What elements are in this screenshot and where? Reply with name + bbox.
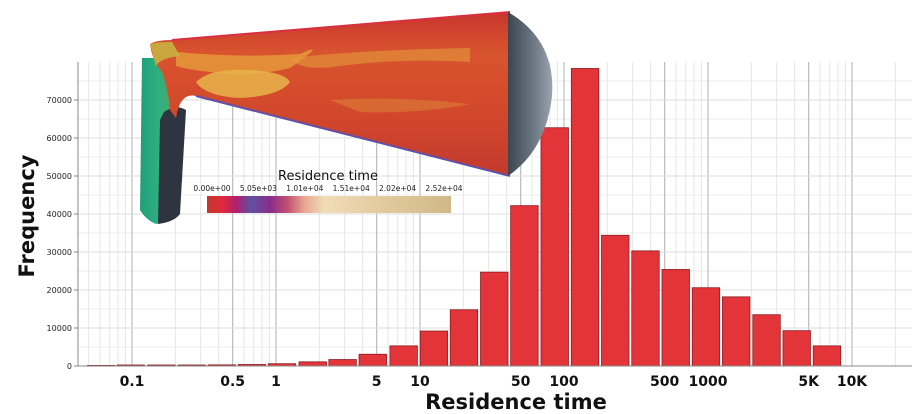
y-tick-label: 30000 [47, 248, 72, 257]
x-axis-title: Residence time [425, 390, 607, 414]
colorbar-tick-label: 2.52e+04 [425, 184, 462, 193]
x-tick-label: 1 [271, 374, 281, 390]
histogram-bar [570, 68, 600, 367]
pipe-flow-band-2 [196, 69, 290, 98]
pipe-geometry-illustration [140, 11, 553, 224]
x-tick-labels: 0.1 0.5 1 5 10 50 100 500 1000 5K 10K [120, 374, 869, 390]
y-tick-labels: 0 10000 20000 30000 40000 50000 60000 70000 [47, 96, 78, 371]
x-tick-label: 0.5 [220, 374, 245, 390]
pipe-top-edge [171, 11, 511, 41]
histogram-bar [449, 309, 479, 367]
pipe-inlet-band [150, 42, 180, 66]
y-tick-label: 20000 [47, 286, 72, 295]
pipe-flow-band-1 [176, 49, 313, 75]
x-tick-label: 10K [837, 374, 868, 390]
pipe-bottom-edge [195, 95, 511, 177]
x-tick-label: 0.1 [120, 374, 145, 390]
y-tick-label: 70000 [47, 96, 72, 105]
histogram-bar [358, 353, 387, 367]
y-tick-label: 0 [67, 362, 72, 371]
colorbar-tick-label: 0.00e+00 [193, 184, 230, 193]
y-tick-label: 10000 [47, 324, 72, 333]
colorbar-tick-label: 1.01e+04 [286, 184, 323, 193]
x-tick-label: 500 [650, 374, 679, 390]
histogram-bar [389, 345, 418, 367]
histogram-bar [752, 314, 781, 367]
x-tick-label: 10 [410, 374, 430, 390]
colorbar: Residence time 0.00e+00 5.05e+03 1.01e+04 1… [193, 169, 463, 213]
colorbar-tick-label: 1.51e+04 [333, 184, 370, 193]
y-tick-label: 60000 [47, 134, 72, 143]
histogram-bar [419, 330, 449, 367]
x-tick-label: 5 [372, 374, 382, 390]
x-tick-label: 1000 [689, 374, 728, 390]
colorbar-tick-labels: 0.00e+00 5.05e+03 1.01e+04 1.51e+04 2.02e+04… [193, 184, 462, 193]
histogram-bar [631, 250, 660, 367]
x-tick-label: 50 [511, 374, 531, 390]
histogram-bar [812, 345, 842, 367]
histogram-bar [601, 234, 630, 367]
histogram-bar [782, 330, 811, 367]
colorbar-title: Residence time [278, 169, 378, 184]
pipe-inlet-shadow [158, 107, 186, 224]
x-tick-label: 5K [798, 374, 820, 390]
colorbar-tick-label: 5.05e+03 [240, 184, 277, 193]
colorbar-gradient [207, 196, 451, 213]
colorbar-tick-label: 2.02e+04 [379, 184, 416, 193]
pipe-flow-band-3 [290, 48, 470, 68]
y-axis-title: Frequency [15, 154, 39, 277]
x-tick-label: 100 [549, 374, 578, 390]
histogram-bar [691, 287, 721, 367]
histogram-bar [510, 205, 539, 367]
histogram-bar [480, 271, 509, 367]
histogram-bar [722, 296, 751, 367]
histogram-bar [540, 127, 569, 367]
pipe-flow-band-4 [330, 98, 470, 113]
histogram-bar [661, 269, 690, 367]
y-tick-label: 50000 [47, 172, 72, 181]
histogram-bar [298, 361, 327, 367]
histogram-bar [328, 359, 357, 367]
y-tick-label: 40000 [47, 210, 72, 219]
pipe-outlet-cap [508, 12, 553, 176]
